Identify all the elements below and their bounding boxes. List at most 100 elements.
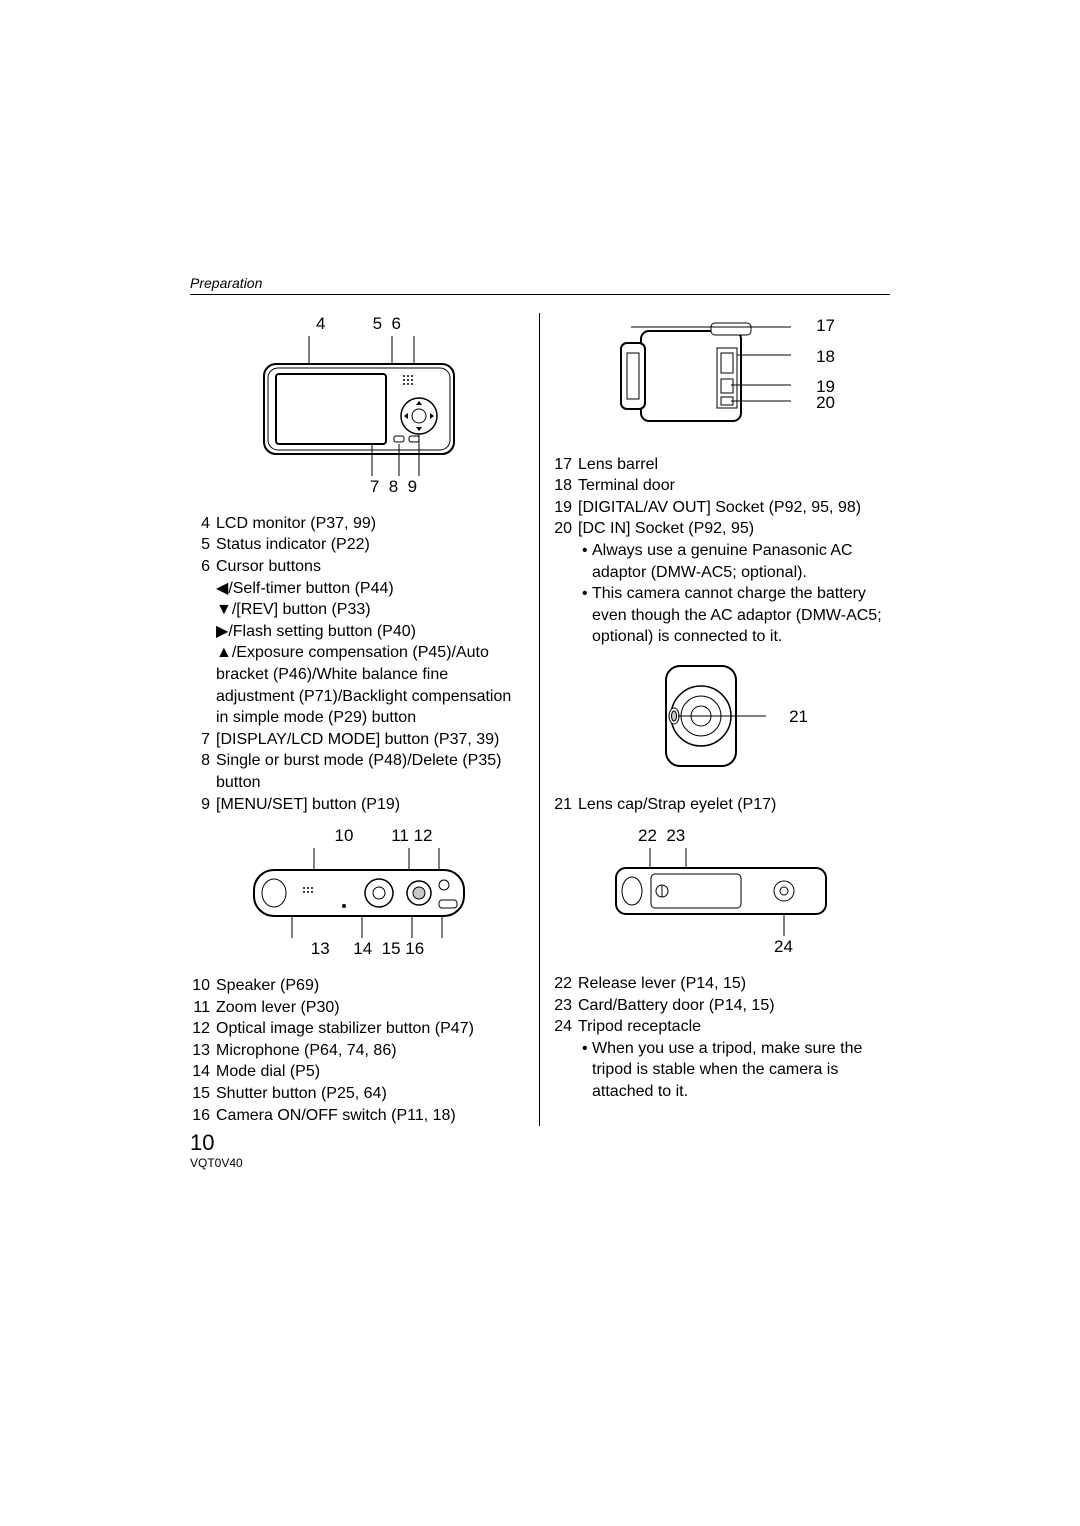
arrow-icon: ▲ — [216, 644, 232, 661]
cursor-sub-item: ▼/[REV] button (P33) — [216, 599, 527, 621]
item-number: 8 — [190, 750, 216, 793]
item-number: 14 — [190, 1061, 216, 1083]
item-number: 4 — [190, 513, 216, 535]
bullets-socket: •Always use a genuine Panasonic AC adapt… — [552, 540, 890, 648]
item-text: Single or burst mode (P48)/Delete (P35) … — [216, 750, 527, 793]
item-text: Speaker (P69) — [216, 975, 527, 997]
item-text: Camera ON/OFF switch (P11, 18) — [216, 1105, 527, 1127]
list-item: 22Release lever (P14, 15) — [552, 973, 890, 995]
item-number: 21 — [552, 794, 578, 816]
cursor-sub-text: /Flash setting button (P40) — [228, 623, 416, 640]
items-21: 21Lens cap/Strap eyelet (P17) — [552, 794, 890, 816]
items-4-6: 4LCD monitor (P37, 99)5Status indicator … — [190, 513, 527, 578]
diagram-bottom-bottom-label: 24 — [606, 936, 836, 959]
list-item: 19[DIGITAL/AV OUT] Socket (P92, 95, 98) — [552, 497, 890, 519]
diagram-back-bottom-labels: 7 8 9 — [254, 476, 464, 499]
item-number: 12 — [190, 1018, 216, 1040]
item-text: Release lever (P14, 15) — [578, 973, 890, 995]
camera-front-svg — [636, 658, 806, 773]
item-text: Tripod receptacle — [578, 1016, 890, 1038]
item-text: [DC IN] Socket (P92, 95) — [578, 518, 890, 540]
arrow-icon: ▶ — [216, 623, 228, 640]
diagram-top: 10 11 12 — [190, 825, 527, 961]
items-7-9: 7[DISPLAY/LCD MODE] button (P37, 39)8Sin… — [190, 729, 527, 815]
diagram-bottom-top-labels: 22 23 — [606, 825, 836, 848]
item-number: 19 — [552, 497, 578, 519]
diagram-side: 17 18 19 20 — [552, 313, 890, 440]
arrow-icon: ◀ — [216, 580, 228, 597]
section-header: Preparation — [190, 275, 890, 295]
list-item: 16Camera ON/OFF switch (P11, 18) — [190, 1105, 527, 1127]
camera-back-svg — [254, 336, 464, 476]
item-number: 7 — [190, 729, 216, 751]
list-item: 6Cursor buttons — [190, 556, 527, 578]
bullet-text: When you use a tripod, make sure the tri… — [592, 1038, 890, 1103]
item-number: 16 — [190, 1105, 216, 1127]
list-item: 15Shutter button (P25, 64) — [190, 1083, 527, 1105]
left-column: 4 5 6 — [190, 313, 540, 1126]
item-number: 13 — [190, 1040, 216, 1062]
item-text: Cursor buttons — [216, 556, 527, 578]
list-item: 20[DC IN] Socket (P92, 95) — [552, 518, 890, 540]
item-number: 6 — [190, 556, 216, 578]
item-text: [DIGITAL/AV OUT] Socket (P92, 95, 98) — [578, 497, 890, 519]
list-item: 24Tripod receptacle — [552, 1016, 890, 1038]
item-number: 24 — [552, 1016, 578, 1038]
item-number: 20 — [552, 518, 578, 540]
item-number: 17 — [552, 454, 578, 476]
bullet-text: This camera cannot charge the battery ev… — [592, 583, 890, 648]
diagram-back: 4 5 6 — [190, 313, 527, 499]
page-number: 10 — [190, 1130, 214, 1156]
item-text: Shutter button (P25, 64) — [216, 1083, 527, 1105]
doc-code: VQT0V40 — [190, 1156, 243, 1170]
diagram-top-bottom-labels: 13 14 15 16 — [244, 938, 474, 961]
list-item: 13Microphone (P64, 74, 86) — [190, 1040, 527, 1062]
label-21: 21 — [789, 706, 808, 729]
item-number: 15 — [190, 1083, 216, 1105]
cursor-sub-item: ▲/Exposure compensation (P45)/Auto brack… — [216, 642, 527, 728]
list-item: 11Zoom lever (P30) — [190, 997, 527, 1019]
item-text: Optical image stabilizer button (P47) — [216, 1018, 527, 1040]
list-item: 4LCD monitor (P37, 99) — [190, 513, 527, 535]
item-number: 18 — [552, 475, 578, 497]
cursor-sub-items: ◀/Self-timer button (P44)▼/[REV] button … — [190, 578, 527, 729]
bullet-item: •When you use a tripod, make sure the tr… — [578, 1038, 890, 1103]
list-item: 14Mode dial (P5) — [190, 1061, 527, 1083]
list-item: 18Terminal door — [552, 475, 890, 497]
list-item: 21Lens cap/Strap eyelet (P17) — [552, 794, 890, 816]
bullet-dot: • — [582, 1038, 592, 1103]
item-number: 9 — [190, 794, 216, 816]
item-text: Terminal door — [578, 475, 890, 497]
item-text: Lens barrel — [578, 454, 890, 476]
bullet-text: Always use a genuine Panasonic AC adapto… — [592, 540, 890, 583]
bullets-tripod: •When you use a tripod, make sure the tr… — [552, 1038, 890, 1103]
diagram-front: 21 — [552, 658, 890, 780]
list-item: 10Speaker (P69) — [190, 975, 527, 997]
bullet-item: •Always use a genuine Panasonic AC adapt… — [578, 540, 890, 583]
diagram-bottom: 22 23 24 — [552, 825, 890, 959]
cursor-sub-text: /[REV] button (P33) — [232, 601, 371, 618]
item-number: 23 — [552, 995, 578, 1017]
diagram-top-top-labels: 10 11 12 — [244, 825, 474, 848]
diagram-back-top-labels: 4 5 6 — [254, 313, 464, 336]
list-item: 12Optical image stabilizer button (P47) — [190, 1018, 527, 1040]
camera-top-svg — [244, 848, 474, 938]
two-column-layout: 4 5 6 — [190, 313, 890, 1126]
list-item: 17Lens barrel — [552, 454, 890, 476]
items-22-24: 22Release lever (P14, 15)23Card/Battery … — [552, 973, 890, 1038]
cursor-sub-item: ◀/Self-timer button (P44) — [216, 578, 527, 600]
cursor-sub-item: ▶/Flash setting button (P40) — [216, 621, 527, 643]
items-17-20: 17Lens barrel18Terminal door19[DIGITAL/A… — [552, 454, 890, 540]
list-item: 7[DISPLAY/LCD MODE] button (P37, 39) — [190, 729, 527, 751]
item-text: LCD monitor (P37, 99) — [216, 513, 527, 535]
bullet-dot: • — [582, 540, 592, 583]
item-number: 5 — [190, 534, 216, 556]
item-text: Microphone (P64, 74, 86) — [216, 1040, 527, 1062]
items-10-16: 10Speaker (P69)11Zoom lever (P30)12Optic… — [190, 975, 527, 1126]
item-text: Zoom lever (P30) — [216, 997, 527, 1019]
label-20: 20 — [816, 392, 835, 415]
label-18: 18 — [816, 346, 835, 369]
label-17: 17 — [816, 317, 835, 334]
item-text: Mode dial (P5) — [216, 1061, 527, 1083]
list-item: 23Card/Battery door (P14, 15) — [552, 995, 890, 1017]
